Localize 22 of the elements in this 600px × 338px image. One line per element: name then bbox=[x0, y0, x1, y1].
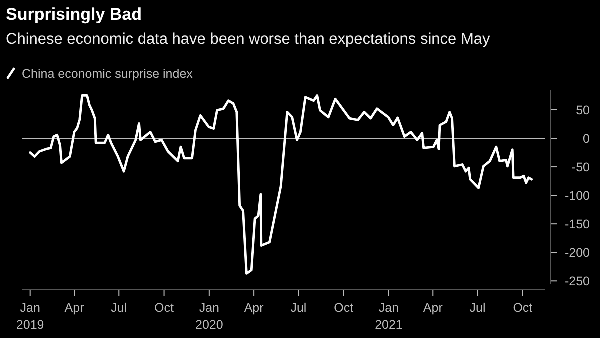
x-tick-label: Jan 2021 bbox=[375, 301, 403, 332]
x-tick-label: Jan 2020 bbox=[196, 301, 224, 332]
x-tick-label: Jul bbox=[290, 301, 307, 315]
chart-title: Surprisingly Bad bbox=[6, 5, 142, 24]
y-tick-label: -100 bbox=[564, 188, 590, 203]
y-tick-label: -200 bbox=[564, 246, 590, 260]
y-tick-label: -150 bbox=[564, 217, 590, 232]
y-tick-label: -50 bbox=[572, 160, 590, 174]
x-tick-label: Oct bbox=[154, 301, 175, 315]
legend-label: China economic surprise index bbox=[22, 67, 194, 81]
x-tick-label: Jan 2019 bbox=[16, 301, 44, 332]
y-tick-label: 0 bbox=[583, 132, 590, 146]
x-tick-label: Oct bbox=[334, 301, 354, 315]
y-tick-label: 50 bbox=[576, 103, 590, 118]
x-tick-label: Apr bbox=[64, 301, 84, 315]
y-tick-label: -250 bbox=[564, 274, 590, 289]
x-tick-label: Apr bbox=[423, 301, 443, 315]
x-tick-label: Jul bbox=[111, 301, 128, 315]
x-tick-label: Apr bbox=[244, 301, 264, 315]
x-tick-label: Oct bbox=[513, 301, 534, 315]
chart-subtitle: Chinese economic data have been worse than expectations since May bbox=[6, 31, 490, 48]
x-tick-label: Jul bbox=[470, 301, 486, 315]
